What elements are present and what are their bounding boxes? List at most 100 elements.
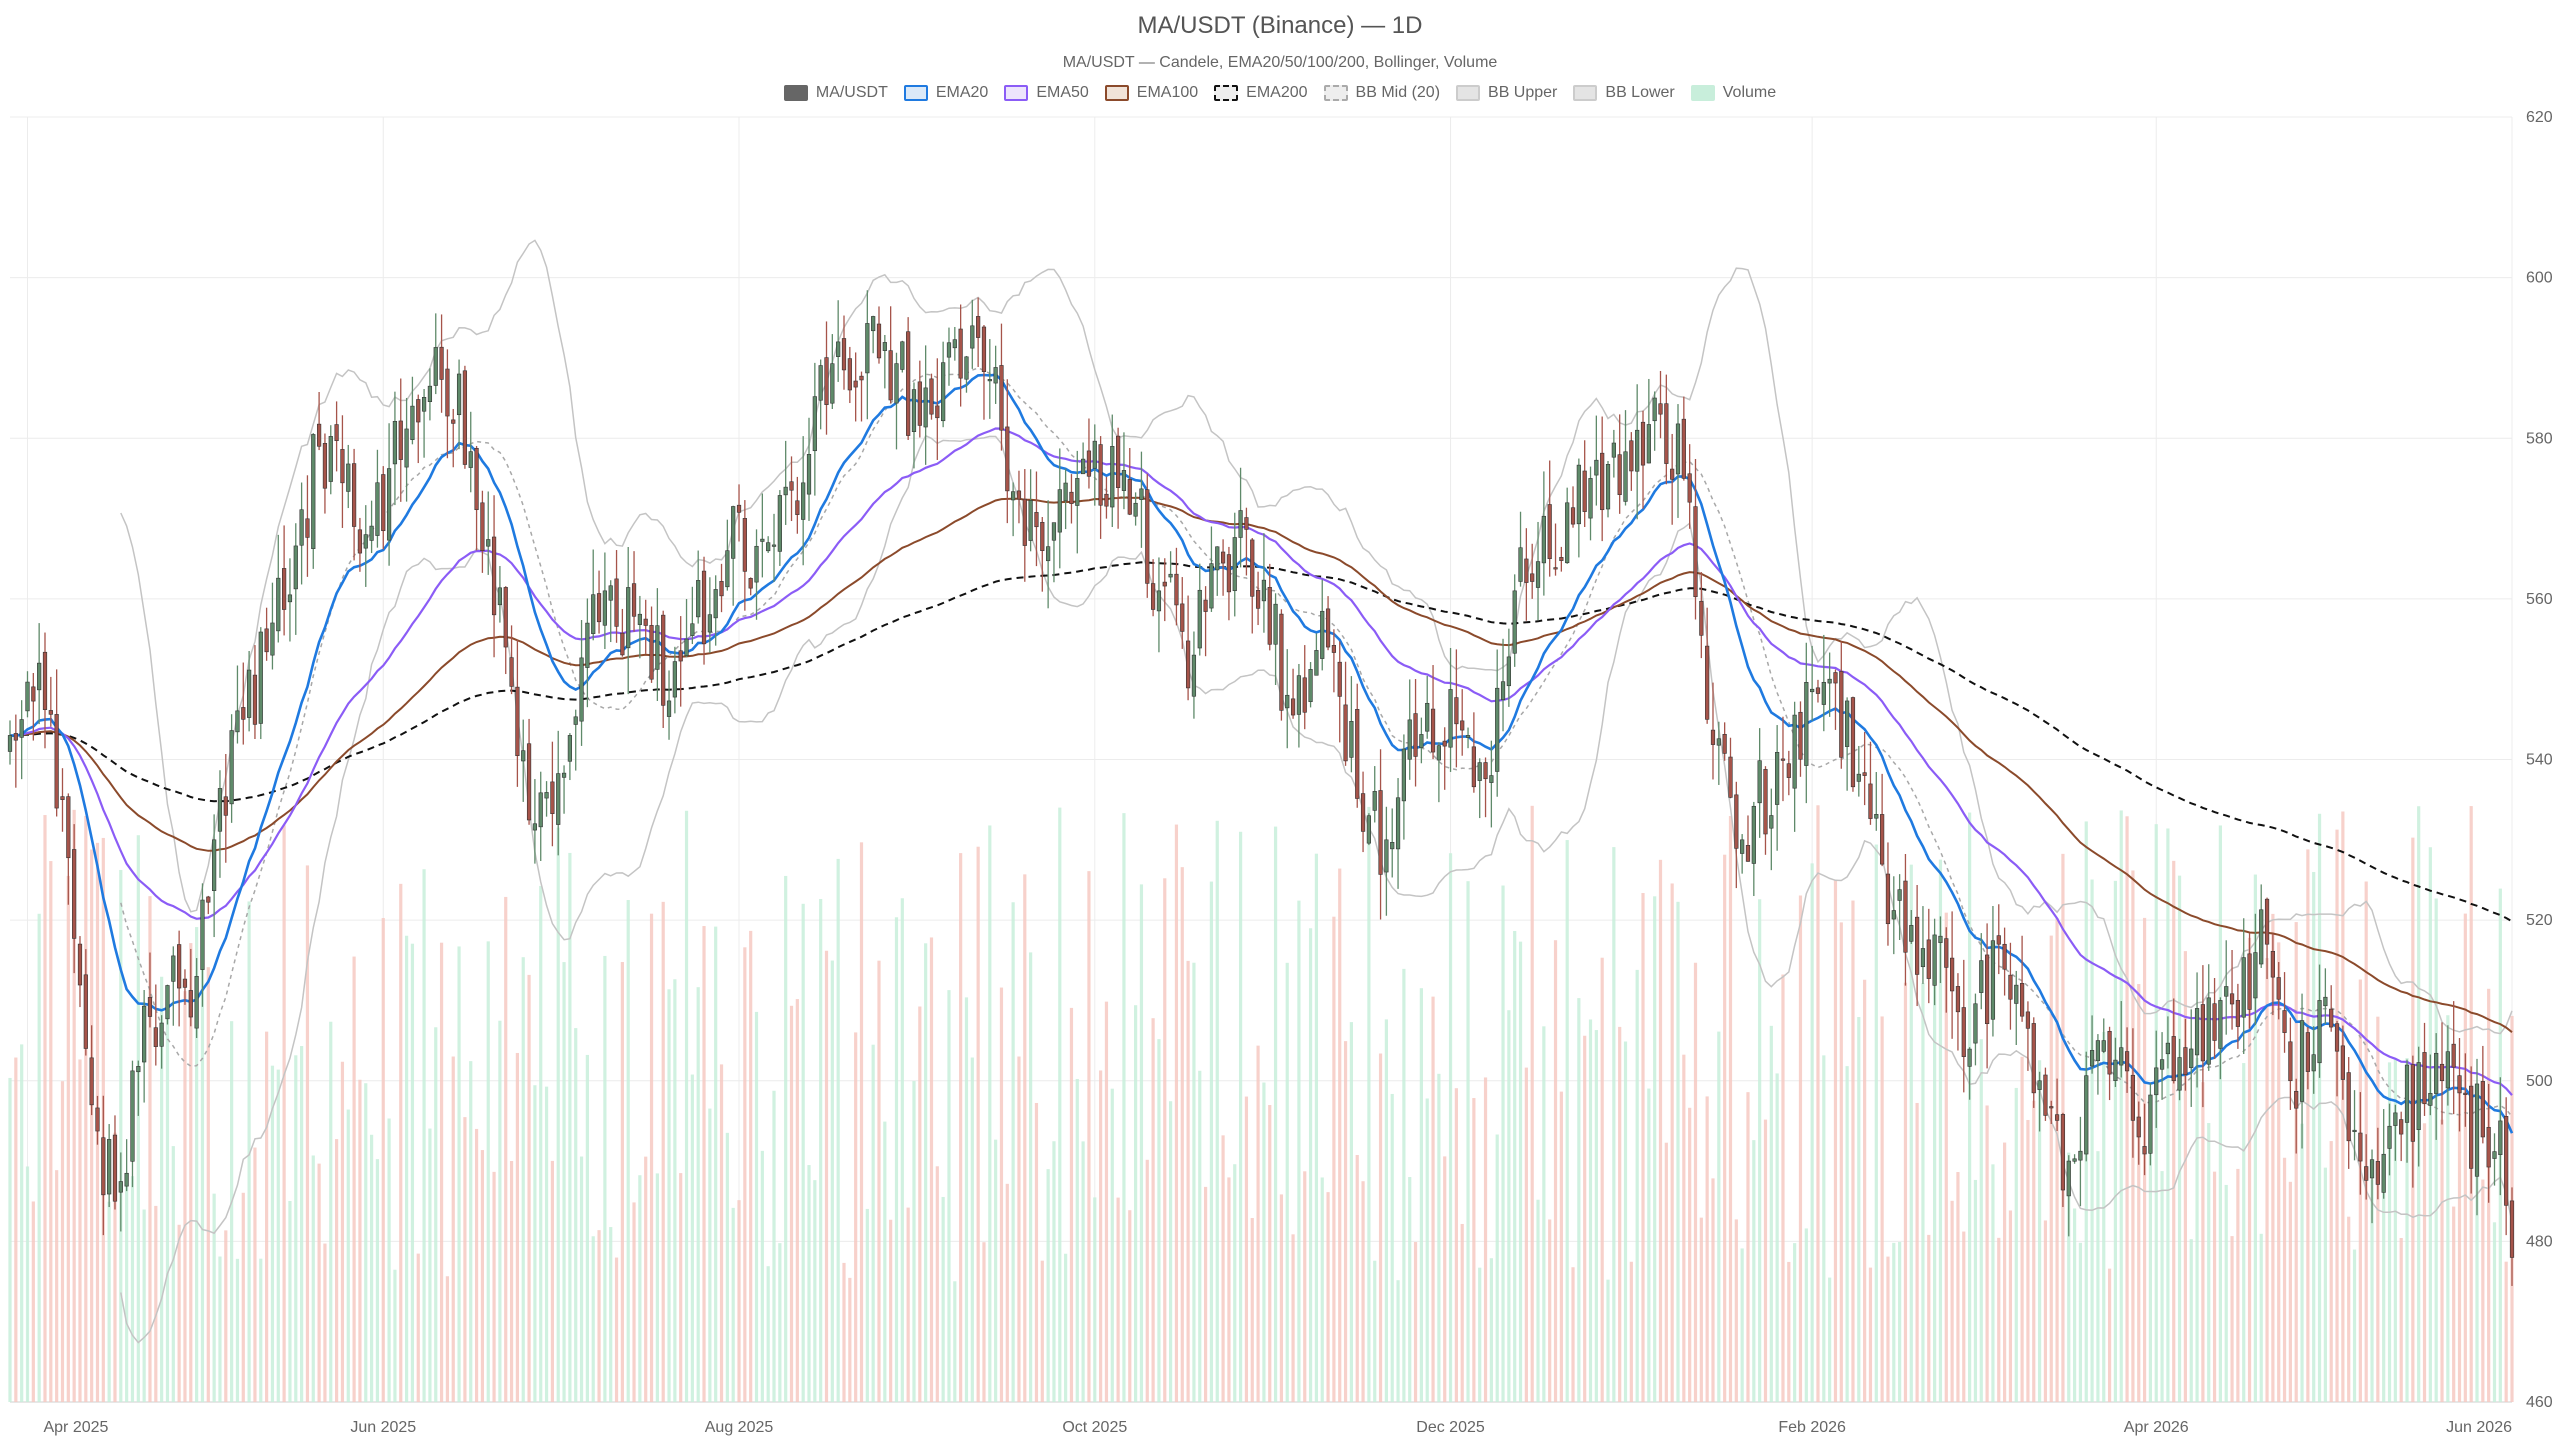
candle-body — [1973, 1003, 1978, 1044]
volume-bar — [253, 1147, 257, 1402]
candle-body — [153, 1027, 158, 1047]
candle-body — [1984, 954, 1990, 1025]
candle-body — [2399, 1119, 2404, 1135]
candle-body — [357, 529, 363, 554]
candle-body — [2509, 1200, 2515, 1258]
volume-bar — [801, 903, 805, 1402]
candle-body — [900, 341, 905, 370]
legend-item[interactable]: BB Mid (20) — [1323, 84, 1440, 102]
candle-body — [1279, 613, 1284, 711]
volume-bar — [1279, 1194, 1284, 1402]
candle-body — [2072, 1158, 2077, 1162]
volume-bar — [1793, 1243, 1797, 1402]
candle-body — [637, 613, 642, 625]
volume-bar — [953, 1281, 957, 1402]
volume-bar — [1186, 960, 1190, 1402]
volume-bar — [1192, 962, 1196, 1402]
candle-body — [1425, 702, 1430, 732]
candle-body — [363, 534, 368, 549]
candle-body — [1547, 504, 1552, 560]
volume-bar — [1034, 1102, 1039, 1402]
candle-body — [561, 772, 567, 778]
legend-item[interactable]: BB Lower — [1573, 84, 1675, 102]
candle-body — [2358, 1132, 2363, 1162]
candle-body — [1909, 925, 1914, 942]
candle-body — [509, 657, 514, 687]
candle-body — [1063, 482, 1068, 502]
candle-body — [223, 796, 228, 816]
volume-bar — [2148, 1116, 2153, 1402]
volume-bar — [696, 987, 700, 1402]
candle-body — [112, 1134, 118, 1202]
volume-bar — [1174, 824, 1179, 1402]
candle-body — [2375, 1161, 2380, 1185]
volume-bar — [1332, 916, 1336, 1402]
candle-body — [1705, 645, 1710, 720]
candle-body — [1016, 490, 1022, 500]
volume-bar — [305, 865, 310, 1402]
candle-body — [806, 454, 812, 495]
candle-body — [719, 581, 724, 597]
candle-body — [2089, 1050, 2095, 1067]
volume-bar — [1087, 871, 1091, 1402]
candle-body — [1915, 916, 1920, 975]
legend-item[interactable]: BB Upper — [1456, 84, 1557, 102]
candle-body — [1664, 403, 1669, 464]
volume-bar — [1583, 1035, 1587, 1402]
candle-body — [1086, 450, 1092, 477]
candle-body — [1792, 714, 1797, 789]
candle-body — [258, 631, 263, 724]
volume-bar — [1863, 979, 1867, 1402]
volume-bar — [2271, 913, 2275, 1402]
candle-body — [1150, 583, 1156, 610]
legend-item[interactable]: EMA200 — [1214, 84, 1308, 102]
candle-body — [614, 578, 619, 627]
volume-bar — [795, 999, 799, 1402]
candle-body — [1786, 763, 1791, 778]
candle-body — [620, 632, 625, 656]
legend-item[interactable]: EMA20 — [903, 84, 988, 102]
volume-bar — [1104, 1001, 1109, 1402]
candle-body — [276, 577, 281, 632]
candle-body — [556, 773, 561, 825]
volume-bar — [1728, 816, 1733, 1402]
volume-bar — [731, 1207, 735, 1402]
candle-body — [795, 500, 800, 515]
candle-body — [1051, 522, 1057, 541]
volume-bar — [1466, 881, 1470, 1402]
volume-bar — [754, 1011, 759, 1402]
candle-body — [2200, 1004, 2206, 1062]
volume-bar — [1378, 1053, 1383, 1402]
candle-body — [77, 943, 83, 986]
candle-body — [649, 625, 654, 680]
candle-body — [1022, 498, 1027, 546]
legend-item[interactable]: Volume — [1690, 84, 1776, 102]
volume-bar — [1198, 1070, 1202, 1402]
volume-bar — [1548, 1219, 1552, 1402]
volume-bar — [2020, 1056, 2024, 1402]
volume-bar — [2475, 1175, 2479, 1402]
candle-body — [1034, 512, 1039, 528]
legend-item[interactable]: EMA50 — [1004, 84, 1089, 102]
chart-subtitle: MA/USDT — Candele, EMA20/50/100/200, Bol… — [1062, 54, 1498, 71]
volume-bar — [789, 1005, 794, 1402]
candle-body — [2288, 1041, 2293, 1082]
volume-bar — [2189, 1239, 2193, 1402]
legend-item[interactable]: MA/USDT — [783, 84, 888, 102]
volume-bar — [638, 1175, 642, 1402]
volume-bar — [49, 861, 53, 1402]
volume-bar — [206, 967, 210, 1402]
candle-body — [684, 638, 689, 657]
x-tick-label: Apr 2025 — [43, 1419, 108, 1436]
volume-bar — [1483, 1077, 1488, 1402]
volume-bar — [2032, 1100, 2036, 1402]
volume-bar — [1209, 881, 1214, 1402]
candle-body — [2177, 1057, 2182, 1091]
candle-body — [316, 423, 322, 447]
candle-body — [1839, 671, 1844, 758]
candle-body — [1349, 721, 1354, 758]
candle-body — [282, 568, 287, 610]
legend-item[interactable]: EMA100 — [1104, 84, 1198, 102]
candle-body — [1944, 938, 1949, 968]
volume-bar — [8, 1077, 12, 1402]
